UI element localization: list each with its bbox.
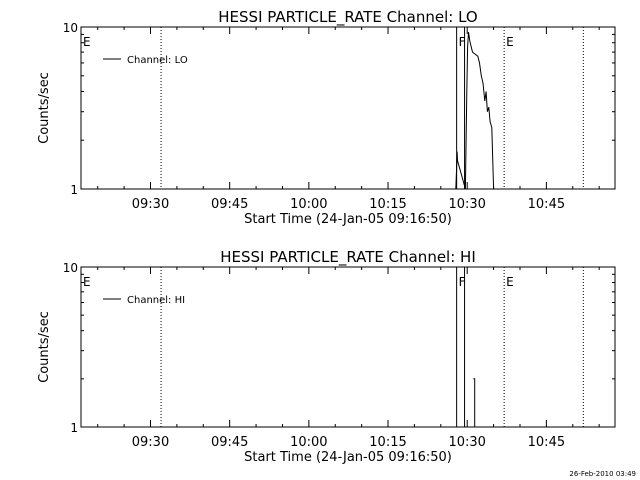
x-tick-label: 09:45: [211, 197, 248, 212]
plot-frame: [80, 266, 616, 428]
y-tick-label: 1: [70, 183, 78, 197]
chart-title: HESSI PARTICLE_RATE Channel: LO: [218, 8, 477, 27]
plot-timestamp: 26-Feb-2010 03:49: [569, 470, 636, 478]
event-marker-label: E: [506, 275, 514, 289]
legend-label: Channel: HI: [127, 295, 185, 306]
series-line: [473, 378, 476, 427]
x-tick-label: 10:45: [528, 435, 565, 450]
legend-label: Channel: LO: [127, 55, 188, 66]
x-tick-label: 10:00: [290, 197, 327, 212]
y-tick-label: 10: [63, 21, 78, 35]
y-axis-label: Counts/sec: [37, 311, 52, 383]
x-tick-label: 10:30: [448, 435, 485, 450]
event-marker-label: E: [83, 35, 91, 49]
chart-panel-2: HESSI PARTICLE_RATE Channel: HI 1 10 Counts…: [37, 248, 616, 465]
x-axis-label: Start Time (24-Jan-05 09:16:50): [244, 450, 452, 465]
series-line: [455, 32, 495, 190]
event-marker-label: E: [506, 35, 514, 49]
x-tick-label: 10:00: [290, 435, 327, 450]
event-marker-label: F: [459, 35, 466, 49]
y-tick-label: 1: [70, 421, 78, 435]
event-marker-label: E: [83, 275, 91, 289]
x-tick-label: 09:30: [132, 435, 169, 450]
chart-panel-1: HESSI PARTICLE_RATE Channel: LO 1 10 Counts…: [37, 8, 616, 227]
y-axis-label: Counts/sec: [37, 72, 52, 144]
x-tick-label: 10:30: [448, 197, 485, 212]
x-axis-label: Start Time (24-Jan-05 09:16:50): [244, 212, 452, 227]
y-tick-label: 10: [63, 261, 78, 275]
chart-title: HESSI PARTICLE_RATE Channel: HI: [220, 248, 476, 267]
x-tick-label: 10:15: [369, 435, 406, 450]
x-tick-label: 10:15: [369, 197, 406, 212]
x-tick-label: 09:30: [132, 197, 169, 212]
x-tick-label: 09:45: [211, 435, 248, 450]
x-tick-label: 10:45: [528, 197, 565, 212]
event-marker-label: F: [459, 275, 466, 289]
